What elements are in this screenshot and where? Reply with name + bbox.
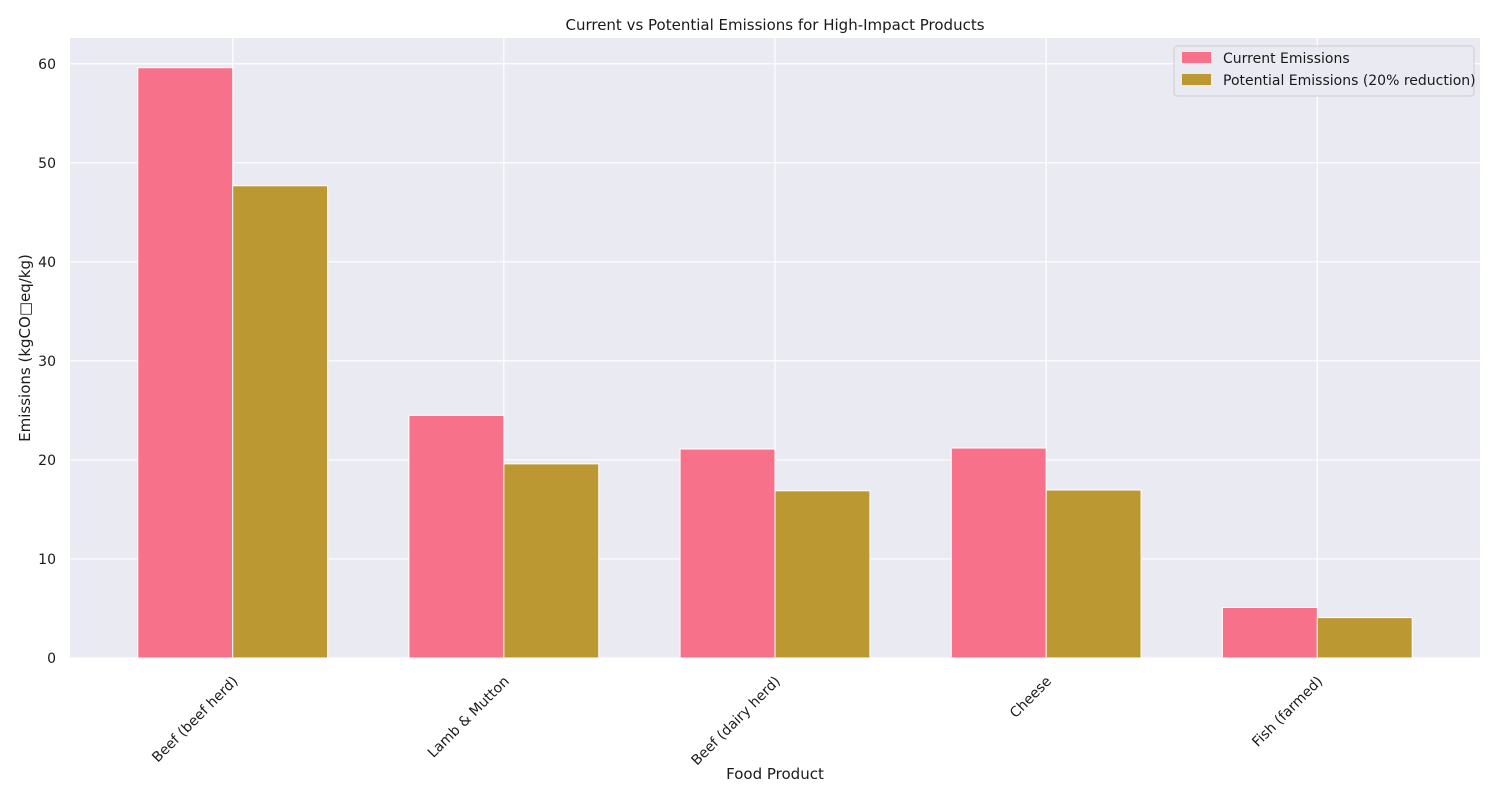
bar-potential-4 — [1316, 617, 1413, 659]
bars — [137, 67, 1413, 659]
bar-potential-3 — [1045, 489, 1142, 659]
y-tick-label: 50 — [38, 156, 56, 172]
x-tick-label: Beef (dairy herd) — [688, 674, 783, 769]
x-axis-label: Food Product — [726, 765, 824, 783]
bar-potential-1 — [503, 463, 600, 659]
chart-title: Current vs Potential Emissions for High-… — [565, 16, 984, 34]
legend-box — [1173, 45, 1475, 97]
x-tick-label: Beef (beef herd) — [149, 674, 241, 766]
bar-current-3 — [950, 447, 1047, 659]
x-tick-labels: Beef (beef herd) Lamb & Mutton Beef (dairy… — [149, 674, 1326, 769]
bar-potential-0 — [232, 185, 329, 659]
y-tick-label: 60 — [38, 57, 56, 73]
x-tick-label: Lamb & Mutton — [425, 674, 513, 762]
bar-current-1 — [408, 414, 505, 659]
bar-current-0 — [137, 67, 234, 659]
y-tick-label: 40 — [38, 255, 56, 271]
legend: Current Emissions Potential Emissions (2… — [1173, 45, 1476, 97]
y-tick-label: 10 — [38, 552, 56, 568]
y-tick-label: 20 — [38, 453, 56, 469]
y-tick-labels: 0 10 20 30 40 50 60 — [38, 57, 56, 667]
bar-current-2 — [679, 448, 776, 659]
bar-current-4 — [1221, 606, 1318, 659]
x-tick-label: Fish (farmed) — [1249, 674, 1326, 751]
y-tick-label: 0 — [47, 651, 56, 667]
y-axis-label: Emissions (kgCO□eq/kg) — [16, 254, 34, 442]
legend-swatch-potential — [1182, 74, 1211, 85]
legend-label-potential: Potential Emissions (20% reduction) — [1223, 73, 1476, 89]
bar-potential-2 — [774, 490, 871, 659]
x-tick-label: Cheese — [1007, 674, 1055, 722]
y-tick-label: 30 — [38, 354, 56, 370]
legend-label-current: Current Emissions — [1223, 51, 1350, 67]
legend-swatch-current — [1182, 52, 1211, 63]
